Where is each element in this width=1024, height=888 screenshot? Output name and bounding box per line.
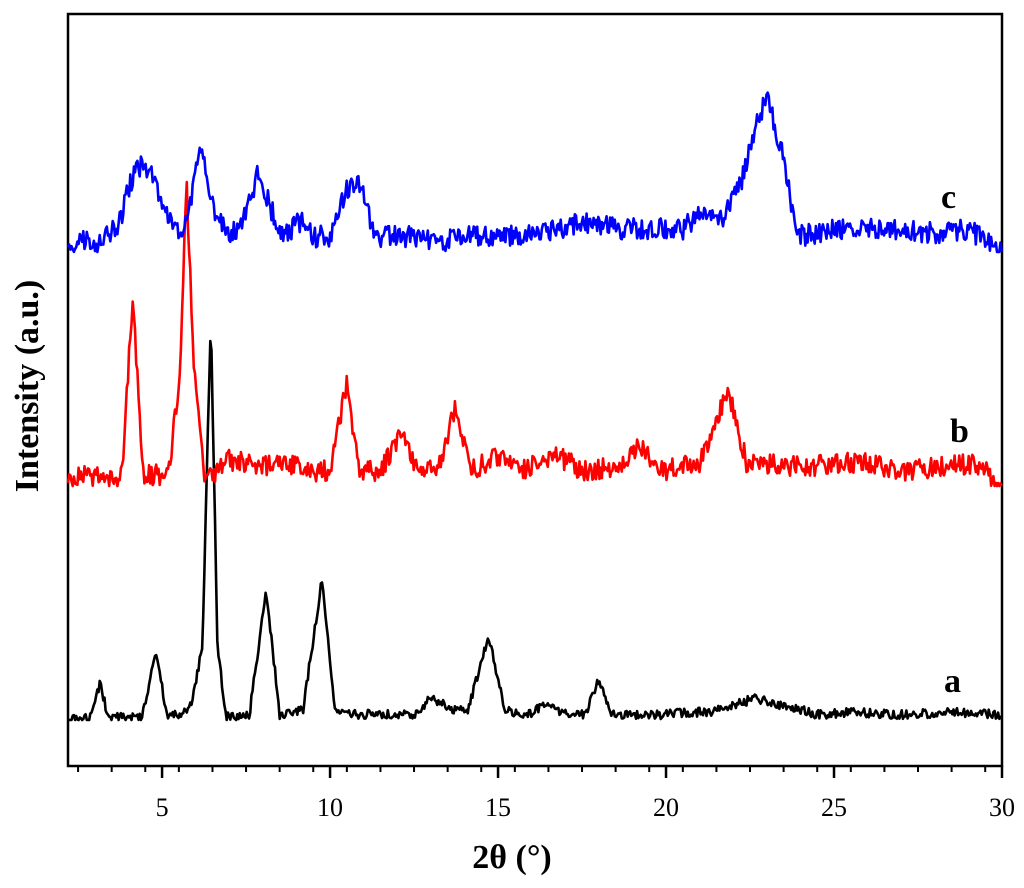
series-line-b: [66, 180, 1003, 488]
series-labels: a b c: [941, 179, 969, 700]
series-label-b: b: [950, 413, 969, 450]
series-label-a: a: [944, 663, 961, 700]
x-tick-label: 25: [821, 793, 847, 822]
x-axis: 5 10 15 20 25 30: [77, 766, 1015, 822]
x-tick-label: 15: [485, 793, 511, 822]
x-tick-label: 20: [653, 793, 679, 822]
series-line-c: [66, 91, 1003, 254]
x-tick-label: 30: [989, 793, 1015, 822]
x-tick-label: 10: [317, 793, 343, 822]
plot-frame: [66, 12, 1004, 768]
series-line-a: [67, 339, 1003, 722]
y-axis-title: Intensity (a.u.): [9, 280, 46, 493]
series-label-c: c: [941, 179, 956, 216]
series-layer: [66, 91, 1003, 722]
x-axis-title: 2θ (°): [472, 839, 552, 876]
x-tick-label: 5: [156, 793, 169, 822]
